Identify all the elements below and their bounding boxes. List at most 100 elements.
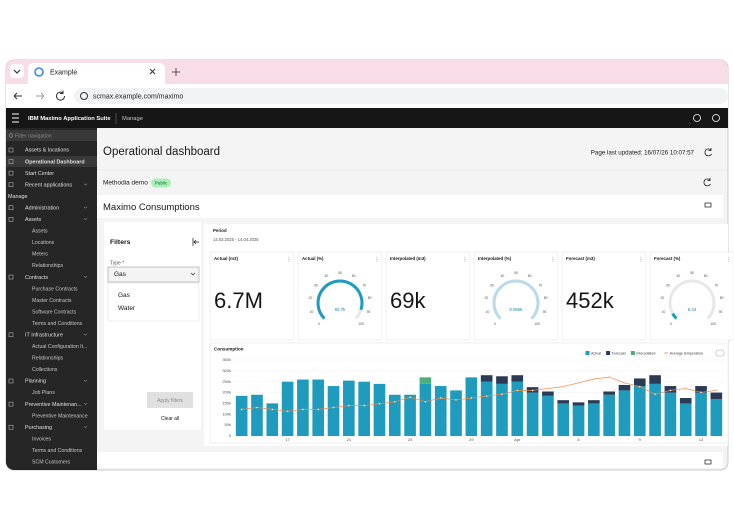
menu-icon[interactable] [12,113,19,123]
expand-icon[interactable] [704,202,712,208]
product-name: IBM Maximo Application Suite [28,116,111,122]
kpi-menu[interactable]: ⋮ [639,257,644,263]
kpi-menu[interactable]: ⋮ [375,257,380,263]
bar-segment [434,386,447,436]
tab-menu-button[interactable] [10,64,24,78]
nav-subitem[interactable]: Actual Configuration It... [32,344,87,350]
bar-segment [618,390,631,436]
nav-item[interactable]: Operational Dashboard [25,159,85,165]
refresh-icon[interactable] [703,178,711,187]
x-tick-label: 17 [285,437,290,442]
legend-toggle[interactable] [715,349,725,357]
nav-subitem[interactable]: Invoices [32,436,51,442]
back-icon[interactable] [13,92,22,100]
nav-subitem[interactable]: Job Plans [32,390,55,396]
nav-item[interactable]: Start Center [25,171,54,177]
x-tick-label: 9 [639,437,642,442]
x-tick-label: 5 [577,437,580,442]
nav-subitem[interactable]: Collections [32,367,58,373]
section-title: Maximo Consumptions [103,202,200,213]
close-tab-icon[interactable] [149,68,156,75]
new-tab-icon[interactable] [172,68,180,76]
tab-bar [6,60,728,84]
nav-item[interactable]: Recent applications [25,182,72,188]
site-info-icon[interactable] [80,92,88,100]
nav-item[interactable]: Planning [25,379,46,385]
nav-subitem[interactable]: Relationships [32,263,64,269]
temperature-point [592,378,595,381]
reload-icon[interactable] [56,90,66,101]
nav-item[interactable]: IT Infrastructure [25,333,63,339]
nav-icon [8,424,14,430]
nav-subitem[interactable]: Purchase Contracts [32,286,78,292]
url: scmax.example.com/maximo [93,93,183,100]
nav-subitem[interactable]: Terms and Conditions [32,448,83,454]
url-field[interactable] [74,88,728,104]
kpi-menu[interactable]: ⋮ [287,257,292,263]
dropdown-menu [107,282,200,322]
nav-search[interactable] [6,130,97,141]
nav-subitem[interactable]: Master Contracts [32,298,72,304]
expand-icon[interactable] [704,459,712,465]
gauge-label: 6.34 [688,307,697,312]
user-icon[interactable] [712,114,720,122]
y-tick-label: 50k [225,422,231,427]
nav-item-selected [6,156,97,168]
gauge-tick-label: 40 [500,274,504,278]
nav-subitem[interactable]: Locations [32,240,55,246]
nav-item[interactable]: Assets [25,217,41,223]
collapse-icon[interactable] [192,238,199,246]
nav-item[interactable]: Purchasing [25,425,52,431]
bar-segment [373,383,386,436]
nav-item[interactable]: Assets & locations [25,148,69,154]
nav-subitem[interactable]: Software Contracts [32,309,77,315]
kpi-cards: Actual (m3) ⋮ 6.7M Actual (%) ⋮ 0 10 20 30 40 50 60… [209,251,734,341]
legend-label: Actual [591,351,601,355]
apply-filters-button[interactable] [147,392,193,408]
kpi-menu[interactable]: ⋮ [463,257,468,263]
type-select[interactable] [107,266,200,283]
nav-item[interactable]: Contracts [25,275,48,281]
nav-icon [8,401,14,407]
kpi-menu[interactable]: ⋮ [727,257,732,263]
clear-all[interactable]: Clear all [161,416,179,422]
gauge-tick-label: 70 [714,283,718,287]
bar-segment [633,386,646,436]
nav-subitem[interactable]: Meters [32,252,48,258]
y-tick-label: 300k [222,368,231,373]
kpi-menu[interactable]: ⋮ [551,257,556,263]
bar-segment [419,377,432,384]
nav-item[interactable]: Administration [25,205,59,211]
gauge-tick-label: 10 [486,310,490,314]
temperature-point [286,410,289,413]
gauge-tick-label: 20 [660,296,664,300]
y-tick-label: 0 [229,433,232,438]
temperature-point [669,389,672,392]
nav-subitem[interactable]: Assets [32,229,48,235]
bar-segment [588,400,600,404]
gauge-tick-label: 90 [543,310,547,314]
refresh-icon[interactable] [704,148,712,157]
nav-subitem[interactable]: Preventive Maintenance [32,413,88,419]
nav-subitem[interactable]: SCM Customers [32,460,70,466]
help-icon[interactable] [693,114,701,122]
temperature-point [500,393,503,396]
forward-icon[interactable] [36,92,45,100]
gauge-tick-label: 20 [484,296,488,300]
temperature-point [531,389,534,392]
nav-icon [8,170,14,176]
nav-item[interactable]: Preventive Maintenan... [25,402,82,408]
gauge-tick-label: 0 [670,322,672,326]
dropdown-option[interactable]: Gas [118,292,131,299]
gauge-tick-label: 50 [690,271,694,275]
nav-icon [8,205,14,210]
bar-segment [358,381,370,436]
temperature-point [255,406,258,409]
temperature-point [378,402,381,405]
nav-subitem[interactable]: Terms and Conditions [32,321,83,327]
temperature-point [546,387,549,390]
active-tab[interactable] [28,63,165,84]
nav-subitem[interactable]: Relationships [32,356,64,362]
dropdown-option[interactable]: Water [118,305,136,312]
temperature-point [347,404,350,407]
